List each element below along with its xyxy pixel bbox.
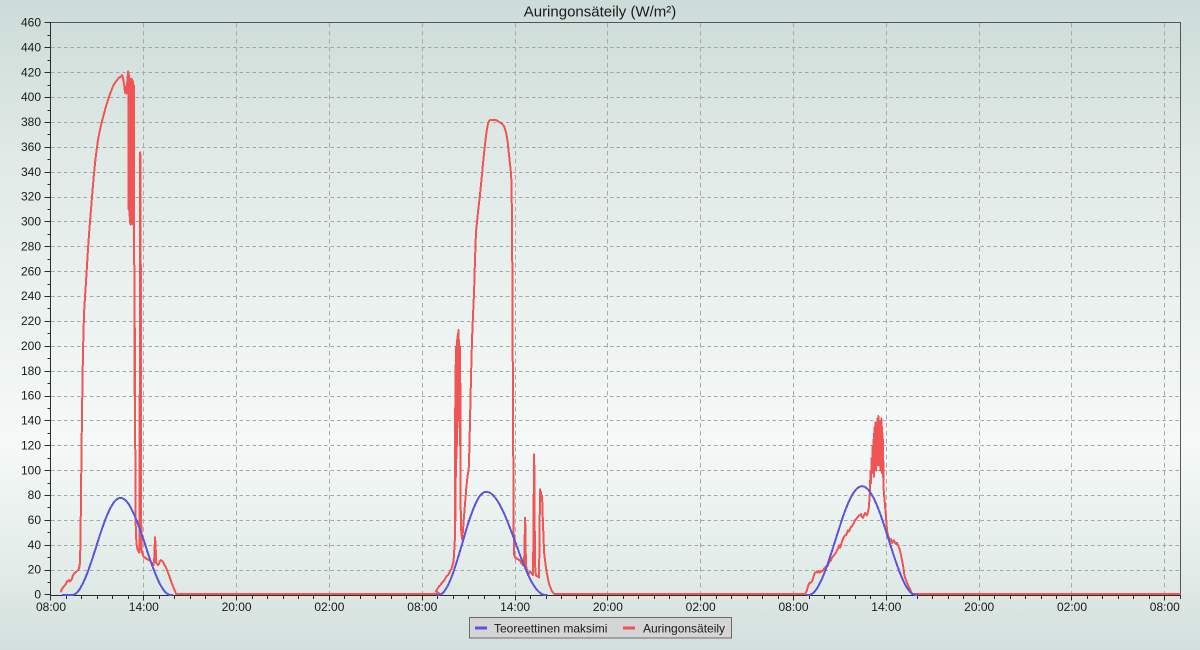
svg-text:300: 300: [21, 215, 41, 229]
svg-text:20:00: 20:00: [222, 600, 252, 614]
svg-text:08:00: 08:00: [778, 600, 808, 614]
svg-text:380: 380: [21, 115, 41, 129]
svg-text:40: 40: [28, 538, 42, 552]
svg-text:120: 120: [21, 438, 41, 452]
svg-text:280: 280: [21, 239, 41, 253]
svg-text:08:00: 08:00: [36, 600, 66, 614]
svg-text:440: 440: [21, 41, 41, 55]
svg-text:Auringonsäteily (W/m²): Auringonsäteily (W/m²): [524, 4, 677, 21]
svg-text:Teoreettinen maksimi: Teoreettinen maksimi: [494, 622, 607, 636]
svg-text:80: 80: [28, 488, 42, 502]
svg-text:0: 0: [34, 588, 41, 602]
svg-text:100: 100: [21, 463, 41, 477]
svg-text:14:00: 14:00: [129, 600, 159, 614]
svg-text:180: 180: [21, 364, 41, 378]
svg-text:14:00: 14:00: [871, 600, 901, 614]
svg-text:340: 340: [21, 165, 41, 179]
svg-text:420: 420: [21, 65, 41, 79]
svg-text:400: 400: [21, 90, 41, 104]
svg-text:02:00: 02:00: [314, 600, 344, 614]
svg-text:14:00: 14:00: [500, 600, 530, 614]
svg-text:320: 320: [21, 190, 41, 204]
svg-text:08:00: 08:00: [407, 600, 437, 614]
svg-text:160: 160: [21, 389, 41, 403]
svg-text:20:00: 20:00: [964, 600, 994, 614]
svg-text:02:00: 02:00: [1057, 600, 1087, 614]
svg-text:Auringonsäteily: Auringonsäteily: [643, 622, 725, 636]
svg-text:02:00: 02:00: [686, 600, 716, 614]
svg-text:140: 140: [21, 414, 41, 428]
svg-text:240: 240: [21, 289, 41, 303]
svg-text:360: 360: [21, 140, 41, 154]
svg-text:08:00: 08:00: [1150, 600, 1180, 614]
svg-text:260: 260: [21, 264, 41, 278]
svg-text:20: 20: [28, 563, 42, 577]
svg-text:200: 200: [21, 339, 41, 353]
svg-text:220: 220: [21, 314, 41, 328]
svg-text:460: 460: [21, 16, 41, 30]
svg-text:60: 60: [28, 513, 42, 527]
svg-text:20:00: 20:00: [593, 600, 623, 614]
